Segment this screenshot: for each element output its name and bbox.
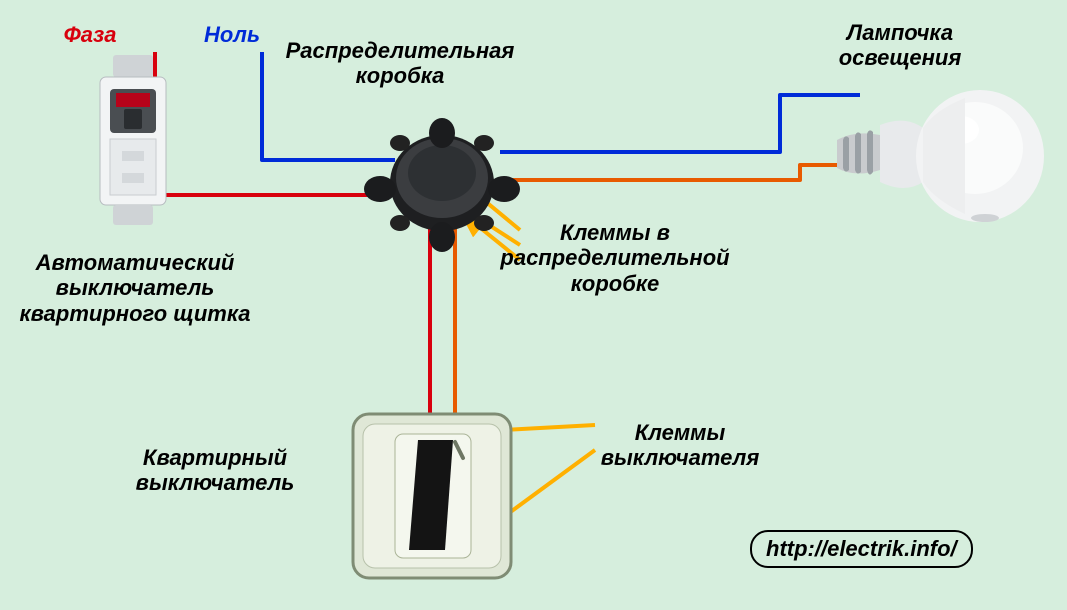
source-url[interactable]: http://electrik.info/	[750, 530, 973, 568]
circuit-breaker	[88, 55, 178, 225]
label-phase: Фаза	[64, 22, 117, 47]
wall-switch	[345, 400, 520, 590]
label-junction-box: Распределительнаякоробка	[286, 38, 515, 89]
label-box-terminals: Клеммы враспределительнойкоробке	[500, 220, 729, 296]
label-neutral: Ноль	[204, 22, 260, 47]
label-switch-terminals: Клеммывыключателя	[601, 420, 760, 471]
label-bulb: Лампочкаосвещения	[839, 20, 962, 71]
label-breaker: Автоматическийвыключательквартирного щит…	[20, 250, 251, 326]
label-switch: Квартирныйвыключатель	[136, 445, 295, 496]
light-bulb	[825, 70, 1045, 260]
